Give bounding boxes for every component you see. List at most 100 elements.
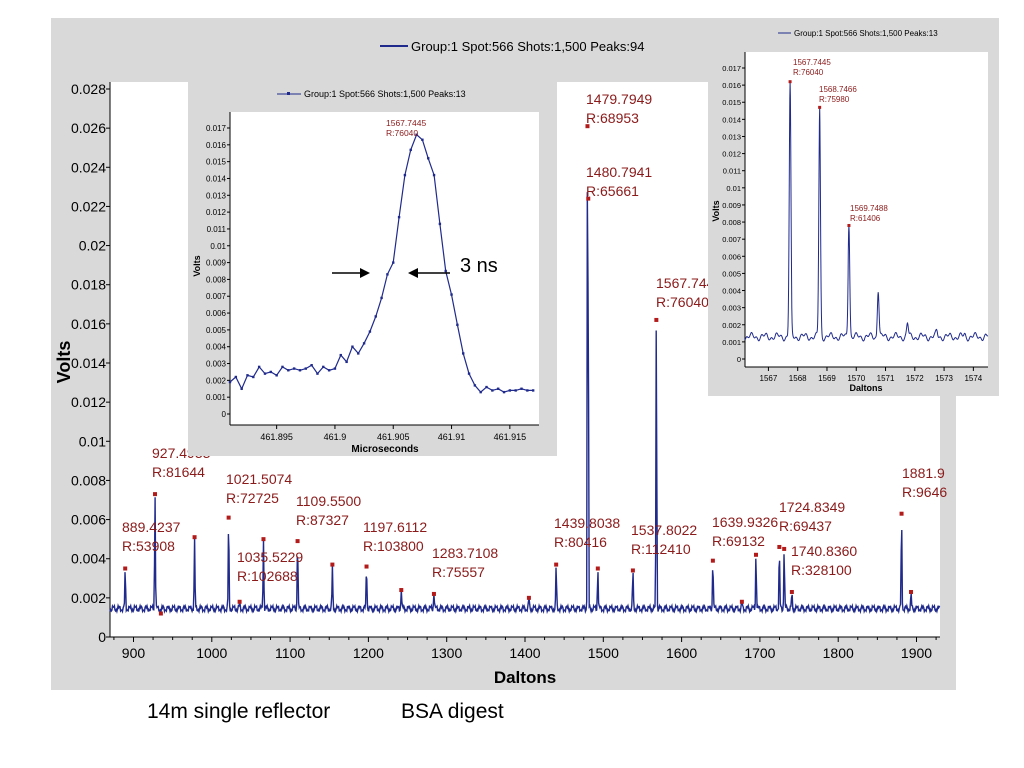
main-peak-marker — [399, 588, 404, 593]
main-y-tick-label: 0.008 — [71, 472, 106, 488]
main-peak-mass-label: 1109.5500 — [296, 493, 361, 509]
inset-time-data-point — [386, 273, 389, 276]
main-spectrum-trace — [109, 192, 941, 615]
main-peak-marker — [909, 589, 914, 594]
inset-time-data-point — [275, 374, 278, 377]
inset-isotope-y-tick-label: 0.006 — [722, 252, 741, 261]
inset-isotope-x-tick-label: 1568 — [789, 374, 807, 383]
inset-isotope-y-tick-label: 0.013 — [722, 132, 741, 141]
inset-time-y-tick-label: 0.017 — [206, 124, 227, 133]
inset-isotope-y-tick-label: 0.003 — [722, 304, 741, 313]
main-peak-mass-label: 1567.7445 — [656, 275, 722, 291]
inset-time-peak-mass: 1567.7445 — [386, 118, 426, 128]
main-peak-marker — [595, 566, 600, 571]
main-peak-marker — [899, 511, 904, 516]
inset-isotope-y-tick-label: 0.008 — [722, 218, 741, 227]
inset-time-data-point — [304, 367, 307, 370]
inset-isotope-y-tick-label: 0.012 — [722, 150, 741, 159]
inset-time-x-tick-label: 461.895 — [260, 432, 293, 442]
inset-isotope-y-tick-label: 0.005 — [722, 269, 741, 278]
main-y-tick-label: 0.018 — [71, 277, 106, 293]
inset-isotope-peak-res: R:61406 — [850, 214, 881, 223]
inset-time-y-tick-label: 0.005 — [206, 326, 227, 335]
fwhm-arrow-right-head — [408, 268, 418, 278]
main-peak-marker — [710, 558, 715, 563]
main-peak-marker — [526, 595, 531, 600]
main-y-axis-label: Volts — [54, 341, 74, 384]
inset-time-data-point — [357, 352, 360, 355]
inset-time-data-point — [403, 173, 407, 177]
inset-time-data-point — [514, 389, 517, 392]
inset-isotope-y-tick-label: 0.009 — [722, 201, 741, 210]
inset-time-data-point — [397, 215, 401, 219]
inset-isotope-trace — [744, 81, 989, 342]
inset-time-data-point — [467, 372, 471, 375]
main-peak-mass-label: 1639.9326 — [712, 514, 778, 530]
inset-isotope-x-tick-label: 1572 — [906, 374, 924, 383]
inset-time-data-point — [310, 364, 313, 367]
inset-time-x-tick-label: 461.91 — [438, 432, 466, 442]
main-peak-res-label: R:68953 — [586, 110, 639, 126]
inset-time-x-tick-label: 461.905 — [377, 432, 410, 442]
inset-time-x-axis-label: Microseconds — [351, 444, 419, 455]
main-peak-res-label: R:69132 — [712, 533, 765, 549]
main-x-tick-label: 1300 — [431, 645, 462, 661]
main-peak-res-label: R:103800 — [363, 538, 424, 554]
inset-time-data-point — [485, 385, 488, 389]
inset-time-data-point — [240, 387, 243, 390]
inset-time-data-point — [491, 389, 494, 392]
inset-isotope-y-tick-label: 0.016 — [722, 81, 741, 90]
main-x-tick-label: 1000 — [196, 645, 227, 661]
inset-isotope-y-tick-label: 0.017 — [722, 64, 741, 73]
main-peak-res-label: R:53908 — [122, 538, 175, 554]
main-peak-res-label: R:80416 — [554, 534, 607, 550]
main-peak-marker — [364, 564, 369, 569]
main-peak-mass-label: 889.4237 — [122, 519, 181, 535]
main-peak-marker — [431, 591, 436, 596]
inset-isotope-peak-mass: 1567.7445 — [793, 58, 831, 67]
inset-isotope-x-tick-label: 1571 — [877, 374, 895, 383]
inset-time-data-point — [322, 365, 325, 369]
inset-time-y-tick-label: 0.009 — [206, 259, 227, 268]
inset-time-data-point — [263, 372, 267, 375]
inset-isotope-y-tick-label: 0 — [737, 355, 741, 364]
inset-time-data-point — [246, 374, 249, 377]
main-peak-marker — [630, 568, 635, 573]
inset-isotope-zoom: Group:1 Spot:566 Shots:1,500 Peaks:13 0 0… — [708, 18, 999, 396]
main-y-tick-label: 0.006 — [71, 512, 106, 528]
main-y-tick-label: 0.01 — [79, 433, 106, 449]
inset-time-data-point — [298, 369, 302, 372]
inset-isotope-y-tick-label: 0.002 — [722, 321, 741, 330]
main-x-tick-label: 1100 — [275, 645, 305, 661]
inset-time-data-point — [333, 367, 337, 370]
inset-time-data-point — [479, 390, 482, 394]
inset-isotope-legend-text: Group:1 Spot:566 Shots:1,500 Peaks:13 — [794, 29, 938, 38]
inset-time-data-point — [316, 372, 319, 375]
inset-time-data-point — [368, 330, 372, 333]
inset-time-data-point — [520, 387, 523, 390]
main-x-tick-label: 1700 — [744, 645, 775, 661]
main-peak-marker — [586, 196, 591, 201]
main-peak-marker — [753, 552, 758, 557]
inset-isotope-plot-area — [745, 52, 988, 367]
inset-time-data-point — [287, 369, 290, 372]
main-y-tick-label: 0.022 — [71, 198, 106, 214]
inset-time-data-point — [234, 375, 238, 379]
inset-time-y-tick-label: 0.007 — [206, 292, 227, 301]
main-peak-marker — [123, 566, 128, 571]
main-peak-res-label: R:65661 — [586, 183, 639, 199]
inset-time-data-point — [281, 365, 284, 369]
inset-time-chart: Group:1 Spot:566 Shots:1,500 Peaks:13 0 0… — [192, 89, 539, 455]
inset-time-plot-area — [230, 112, 539, 425]
inset-isotope-peak-res: R:75980 — [819, 95, 850, 104]
inset-time-x-tick-label: 461.915 — [494, 432, 527, 442]
main-peak-mass-label: 1724.8349 — [779, 499, 845, 515]
main-peak-marker — [554, 562, 559, 567]
inset-time-data-point — [531, 389, 535, 392]
inset-time-data-point — [427, 157, 430, 160]
inset-time-data-point — [327, 369, 331, 372]
inset-time-data-point — [228, 380, 232, 384]
inset-isotope-y-tick-label: 0.004 — [722, 287, 741, 296]
main-peak-marker — [330, 562, 335, 567]
main-peak-mass-label: 1035.5229 — [237, 549, 303, 565]
